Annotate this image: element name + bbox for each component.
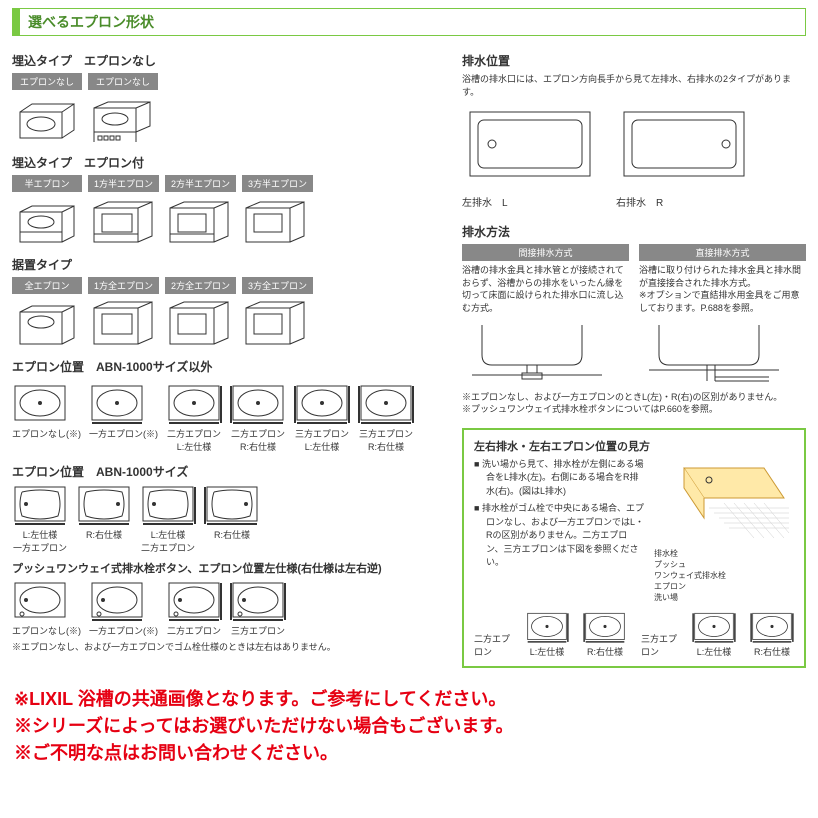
type3-title: 据置タイプ	[12, 256, 442, 273]
push-note: ※エプロンなし、および一方エプロンでゴム栓仕様のときは左右はありません。	[12, 641, 442, 654]
green-info-box: 左右排水・左右エプロン位置の見方 ■ 洗い場から見て、排水栓が左側にある場合をL…	[462, 428, 806, 668]
method2-text: 浴槽に取り付けられた排水金具と排水間が直接接合された排水方式。 ※オプションで直…	[639, 264, 806, 314]
note-line: ※ご不明な点はお問い合わせください。	[14, 740, 804, 767]
topview-cell: 三方エプロン L:左仕様	[294, 383, 350, 453]
green-topview: R:右仕様	[750, 611, 794, 658]
type1-title: 埋込タイプ エプロンなし	[12, 52, 442, 69]
green-title: 左右排水・左右エプロン位置の見方	[474, 438, 794, 454]
drain-left-diagram: 左排水 L	[462, 104, 602, 213]
tag: 2方全エプロン	[165, 277, 236, 294]
method2-tag: 直接排水方式	[639, 244, 806, 261]
pos-note2: ※プッシュワンウェイ式排水栓ボタンについてはP.660を参照。	[462, 403, 806, 416]
method1-diagram	[462, 315, 612, 385]
type2-title: 埋込タイプ エプロン付	[12, 154, 442, 171]
tag: 1方全エプロン	[88, 277, 159, 294]
topview-cell: 三方エプロン	[230, 580, 286, 637]
diagram-half-4	[240, 196, 310, 248]
method-title: 排水方法	[462, 223, 806, 240]
tag: エプロンなし	[12, 73, 82, 90]
diagram-none-2	[88, 94, 158, 146]
topview-cell: エプロンなし(※)	[12, 383, 81, 453]
green-bullet2: ■ 排水栓がゴム栓で中央にある場合、エプロンなし、および一方エプロンではL・Rの…	[474, 502, 644, 570]
tag: 全エプロン	[12, 277, 82, 294]
pos-title: エプロン位置 ABN-1000サイズ以外	[12, 358, 442, 375]
tag: 1方半エプロン	[88, 175, 159, 192]
green-topview: L:左仕様	[692, 611, 736, 658]
main-title: 選べるエプロン形状	[12, 8, 806, 36]
topview-cell: R:右仕様	[76, 484, 132, 554]
topview-cell: 一方エプロン(※)	[89, 383, 158, 453]
tag: 半エプロン	[12, 175, 82, 192]
topview-cell: 二方エプロン R:右仕様	[230, 383, 286, 453]
green-topview: L:左仕様	[525, 611, 569, 658]
drain-right-diagram: 右排水 R	[616, 104, 756, 213]
diagram-full-4	[240, 298, 310, 350]
topview-cell: L:左仕様 二方エプロン	[140, 484, 196, 554]
method2-diagram	[639, 315, 789, 385]
green-bullet1: ■ 洗い場から見て、排水栓が左側にある場合をL排水(左)。右側にある場合をR排水…	[474, 458, 644, 499]
pos-note1: ※エプロンなし、および一方エプロンのときL(左)・R(右)の区別がありません。	[462, 391, 806, 404]
method1-text: 浴槽の排水金具と排水管とが接続されておらず、浴槽からの排水をいったん縁を切って床…	[462, 264, 629, 314]
pos2-title: エプロン位置 ABN-1000サイズ	[12, 463, 442, 480]
push-title: プッシュワンウェイ式排水栓ボタン、エプロン位置左仕様(右仕様は左右逆)	[12, 560, 442, 576]
topview-cell: 二方エプロン	[166, 580, 222, 637]
diagram-full-3	[164, 298, 234, 350]
topview-cell: 一方エプロン(※)	[89, 580, 158, 637]
tag: 2方半エプロン	[165, 175, 236, 192]
drain-pos-text: 浴槽の排水口には、エプロン方向長手から見て左排水、右排水の2タイプがあります。	[462, 73, 806, 98]
drain-pos-title: 排水位置	[462, 52, 806, 69]
tag: 3方全エプロン	[242, 277, 313, 294]
topview-cell: 二方エプロン L:左仕様	[166, 383, 222, 453]
topview-cell: 三方エプロン R:右仕様	[358, 383, 414, 453]
topview-cell: L:左仕様 一方エプロン	[12, 484, 68, 554]
green-topview: R:右仕様	[583, 611, 627, 658]
diagram-half-2	[88, 196, 158, 248]
diagram-full-1	[12, 298, 82, 350]
diagram-full-2	[88, 298, 158, 350]
diagram-half-1	[12, 196, 82, 248]
topview-cell: R:右仕様	[204, 484, 260, 554]
note-line: ※LIXIL 浴槽の共通画像となります。ご参考にしてください。	[14, 686, 804, 713]
green-diagram: 排水栓 プッシュ ワンウェイ式排水栓 エプロン 洗い場	[654, 458, 794, 603]
topview-cell: エプロンなし(※)	[12, 580, 81, 637]
diagram-half-3	[164, 196, 234, 248]
footer-notes: ※LIXIL 浴槽の共通画像となります。ご参考にしてください。 ※シリーズによっ…	[0, 676, 818, 783]
note-line: ※シリーズによってはお選びいただけない場合もございます。	[14, 713, 804, 740]
tag: エプロンなし	[88, 73, 158, 90]
green-g3-label: 三方エプロン	[641, 632, 678, 658]
tag: 3方半エプロン	[242, 175, 313, 192]
green-g2-label: 二方エプロン	[474, 632, 511, 658]
method1-tag: 間接排水方式	[462, 244, 629, 261]
diagram-none-1	[12, 94, 82, 146]
